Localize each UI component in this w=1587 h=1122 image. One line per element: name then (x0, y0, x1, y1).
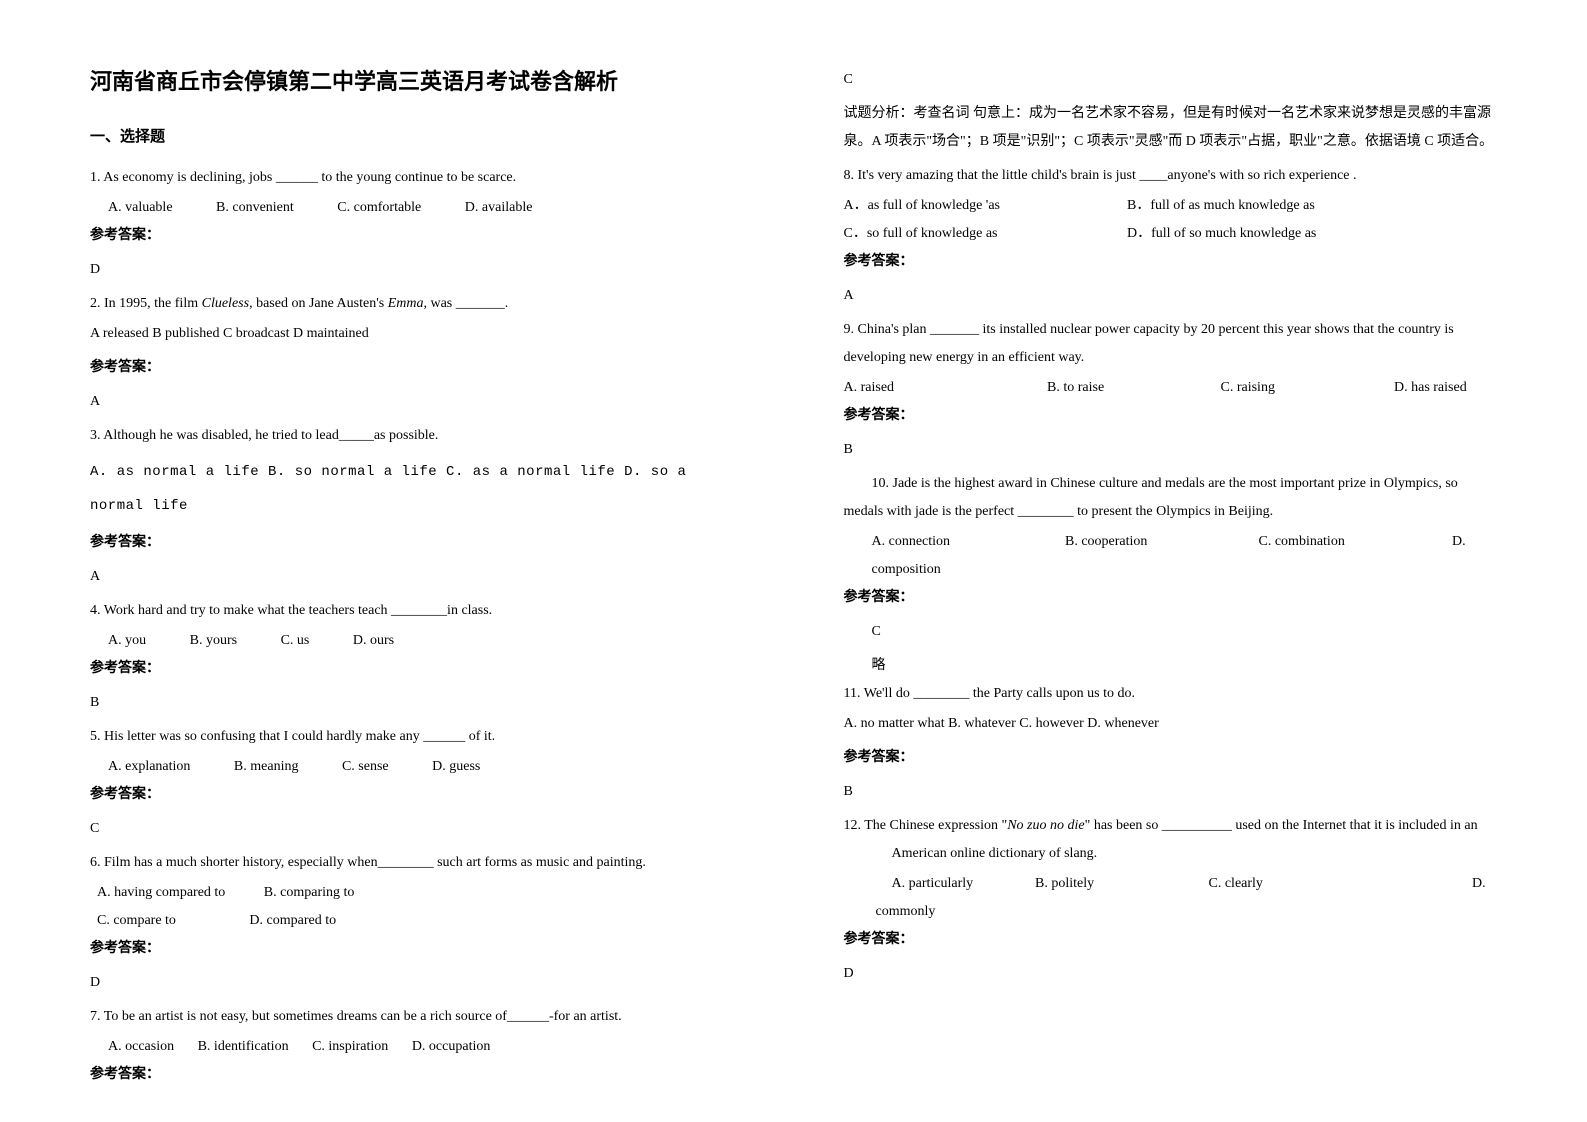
q7-opt-b: B. identification (198, 1033, 289, 1061)
q8-text: 8. It's very amazing that the little chi… (844, 162, 1498, 190)
q3-answer: A (90, 563, 744, 591)
right-column: C 试题分析：考查名词 句意上：成为一名艺术家不容易，但是有时候对一名艺术家来说… (794, 0, 1587, 1122)
section-heading: 一、选择题 (90, 122, 744, 152)
q3-answer-label: 参考答案： (90, 529, 744, 557)
doc-title: 河南省商丘市会停镇第二中学高三英语月考试卷含解析 (90, 60, 744, 104)
q12-opt-d: commonly (844, 898, 1498, 926)
q2-answer-label: 参考答案： (90, 354, 744, 382)
q4-text: 4. Work hard and try to make what the te… (90, 597, 744, 625)
q1-text: 1. As economy is declining, jobs ______ … (90, 164, 744, 192)
q5-opt-a: A. explanation (108, 753, 190, 781)
q5-opt-b: B. meaning (234, 753, 299, 781)
q5-text: 5. His letter was so confusing that I co… (90, 723, 744, 751)
q1-opt-a: A. valuable (108, 194, 173, 222)
q6-opt-a: A. having compared to (97, 885, 225, 900)
q3-options: A. as normal a life B. so normal a life … (90, 456, 744, 523)
q9-answer-label: 参考答案： (844, 402, 1498, 430)
q1-opt-b: B. convenient (216, 194, 294, 222)
q4-opt-a: A. you (108, 627, 146, 655)
q9-opt-d: D. has raised (1394, 380, 1467, 395)
q1-answer: D (90, 256, 744, 284)
q6-answer-label: 参考答案： (90, 935, 744, 963)
q2-text: 2. In 1995, the film Clueless, based on … (90, 290, 744, 318)
q12-text: 12. The Chinese expression "No zuo no di… (844, 812, 1498, 868)
q9-opt-a: A. raised (844, 374, 1044, 402)
q7-text: 7. To be an artist is not easy, but some… (90, 1003, 744, 1031)
q12-opt-d-prefix: D. (1472, 876, 1486, 891)
q5-opt-d: D. guess (432, 753, 480, 781)
q10-opt-b: B. cooperation (1065, 528, 1255, 556)
q8-options-row1: A．as full of knowledge 'as B．full of as … (844, 192, 1498, 220)
q10-options: A. connection B. cooperation C. combinat… (872, 528, 1498, 584)
q6-text: 6. Film has a much shorter history, espe… (90, 849, 744, 877)
q9-opt-c: C. raising (1221, 374, 1391, 402)
q11-options: A. no matter what B. whatever C. however… (844, 710, 1498, 738)
q12-opt-c: C. clearly (1209, 870, 1469, 898)
q2-answer: A (90, 388, 744, 416)
q4-options: A. you B. yours C. us D. ours (108, 627, 744, 655)
q10-opt-c: C. combination (1259, 528, 1449, 556)
q10-text: 10. Jade is the highest award in Chinese… (844, 470, 1498, 526)
q6-opt-c: C. compare to (97, 913, 176, 928)
q11-answer-label: 参考答案： (844, 744, 1498, 772)
q4-answer: B (90, 689, 744, 717)
q6-opt-b: B. comparing to (264, 885, 355, 900)
q8-opt-b: B．full of as much knowledge as (1127, 198, 1315, 213)
q4-opt-d: D. ours (353, 627, 394, 655)
q8-opt-c: C．so full of knowledge as (844, 220, 1124, 248)
q12-opt-a: A. particularly (892, 870, 1032, 898)
q2-film: Clueless (202, 296, 249, 311)
q8-opt-d: D．full of so much knowledge as (1127, 226, 1316, 241)
q12-options: A. particularly B. politely C. clearly D… (844, 870, 1498, 898)
q6-answer: D (90, 969, 744, 997)
q5-opt-c: C. sense (342, 753, 389, 781)
q11-answer: B (844, 778, 1498, 806)
q3-text: 3. Although he was disabled, he tried to… (90, 422, 744, 450)
q9-answer: B (844, 436, 1498, 464)
q6-opt-d: D. compared to (249, 913, 336, 928)
q12-opt-b: B. politely (1035, 870, 1205, 898)
q1-options: A. valuable B. convenient C. comfortable… (108, 194, 744, 222)
q5-options: A. explanation B. meaning C. sense D. gu… (108, 753, 744, 781)
q1-answer-label: 参考答案： (90, 222, 744, 250)
q9-text: 9. China's plan _______ its installed nu… (844, 316, 1498, 372)
q7-answer: C (844, 66, 1498, 94)
q9-options: A. raised B. to raise C. raising D. has … (844, 374, 1498, 402)
q10-answer: C (872, 618, 1498, 646)
q7-opt-d: D. occupation (412, 1033, 491, 1061)
q12-answer-label: 参考答案： (844, 926, 1498, 954)
q7-options: A. occasion B. identification C. inspira… (108, 1033, 744, 1061)
q12-text-a: 12. The Chinese expression " (844, 818, 1008, 833)
q7-opt-c: C. inspiration (312, 1033, 388, 1061)
q4-answer-label: 参考答案： (90, 655, 744, 683)
left-column: 河南省商丘市会停镇第二中学高三英语月考试卷含解析 一、选择题 1. As eco… (0, 0, 794, 1122)
q9-opt-b: B. to raise (1047, 374, 1217, 402)
q1-opt-d: D. available (465, 194, 533, 222)
q2-text-c: , was _______. (423, 296, 508, 311)
q5-answer-label: 参考答案： (90, 781, 744, 809)
q6-options-row1: A. having compared to B. comparing to (90, 879, 744, 907)
q4-opt-c: C. us (281, 627, 310, 655)
q10-note: 略 (872, 652, 1498, 680)
q10-answer-label: 参考答案： (844, 584, 1498, 612)
q2-options: A released B published C broadcast D mai… (90, 320, 744, 348)
q2-text-a: 2. In 1995, the film (90, 296, 202, 311)
q10-opt-a: A. connection (872, 528, 1062, 556)
q5-answer: C (90, 815, 744, 843)
q12-answer: D (844, 960, 1498, 988)
q8-answer-label: 参考答案： (844, 248, 1498, 276)
q4-opt-b: B. yours (190, 627, 237, 655)
q7-opt-a: A. occasion (108, 1033, 174, 1061)
q8-opt-a: A．as full of knowledge 'as (844, 192, 1124, 220)
q2-text-b: , based on Jane Austen's (249, 296, 388, 311)
q8-options-row2: C．so full of knowledge as D．full of so m… (844, 220, 1498, 248)
q7-answer-label: 参考答案： (90, 1061, 744, 1089)
q8-answer: A (844, 282, 1498, 310)
q6-options-row2: C. compare to D. compared to (90, 907, 744, 935)
q2-book: Emma (388, 296, 424, 311)
q11-text: 11. We'll do ________ the Party calls up… (844, 680, 1498, 708)
q12-phrase: No zuo no die (1007, 818, 1084, 833)
q7-explain: 试题分析：考查名词 句意上：成为一名艺术家不容易，但是有时候对一名艺术家来说梦想… (844, 100, 1498, 156)
q1-opt-c: C. comfortable (337, 194, 421, 222)
